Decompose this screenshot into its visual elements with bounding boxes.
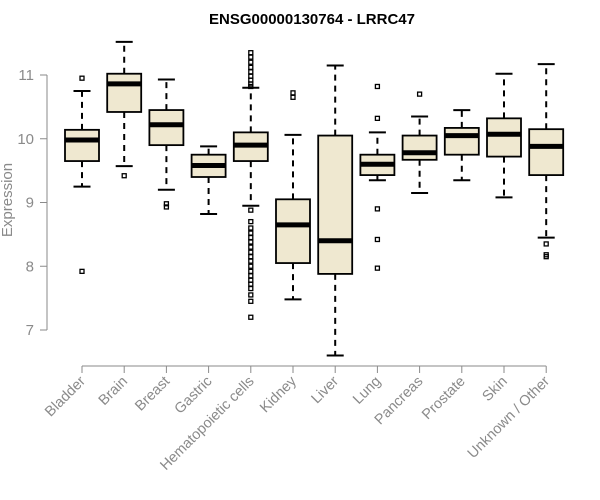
outlier-point: [79, 268, 85, 275]
outlier-point: [290, 94, 296, 100]
outlier-point: [248, 50, 254, 56]
iqr-box: [148, 109, 185, 147]
y-tick-label: 10: [17, 131, 34, 148]
y-tick-label: 9: [26, 195, 34, 212]
outlier-point: [248, 218, 254, 225]
outlier-point: [248, 281, 254, 287]
outlier-point: [248, 244, 254, 250]
x-tick-label: Breast: [132, 374, 173, 415]
outlier-point: [248, 54, 254, 60]
iqr-box: [275, 198, 311, 264]
outlier-point: [416, 91, 423, 97]
outlier-point: [543, 254, 549, 260]
outlier-point: [248, 273, 254, 279]
outlier-point: [248, 298, 254, 304]
x-tick-label: Skin: [480, 374, 511, 405]
iqr-box: [528, 128, 565, 176]
x-tick-label: Bladder: [42, 373, 89, 420]
outlier-point: [248, 59, 254, 65]
box-group: [190, 145, 227, 215]
box-group: [486, 72, 522, 199]
outlier-point: [374, 236, 381, 243]
box-group: [148, 78, 185, 210]
outlier-point: [163, 201, 170, 207]
x-tick-label: Kidney: [257, 373, 300, 416]
outlier-point: [248, 83, 254, 90]
iqr-box: [401, 134, 438, 161]
outlier-point: [543, 241, 549, 247]
box-group: [106, 40, 143, 179]
y-tick-label: 7: [26, 322, 34, 339]
iqr-box: [486, 117, 522, 158]
outlier-point: [248, 254, 254, 260]
outlier-point: [290, 90, 296, 96]
chart-title: ENSG00000130764 - LRRC47: [209, 11, 415, 28]
outlier-point: [374, 115, 381, 121]
y-axis: 7 8 9 10 11: [17, 67, 48, 339]
x-tick-label: Brain: [96, 374, 131, 409]
iqr-box: [106, 72, 143, 113]
box-group: [359, 83, 396, 271]
outlier-point: [374, 265, 381, 271]
box-group: [317, 64, 354, 357]
outlier-point: [248, 285, 254, 292]
outlier-point: [248, 249, 254, 255]
outlier-point: [374, 206, 381, 212]
outlier-point: [248, 268, 254, 275]
box-group: [528, 63, 565, 260]
box-group: [232, 50, 269, 320]
iqr-box: [443, 127, 480, 156]
y-tick-label: 8: [26, 258, 34, 275]
outlier-point: [248, 292, 254, 298]
outlier-point: [248, 230, 254, 236]
x-tick-label: Lung: [350, 374, 384, 408]
outlier-point: [163, 204, 170, 210]
x-tick-label: Prostate: [419, 374, 468, 423]
iqr-box: [317, 134, 354, 275]
box-series: [64, 40, 565, 357]
outlier-point: [248, 69, 254, 75]
outlier-point: [374, 83, 381, 90]
outlier-point: [248, 314, 254, 320]
outlier-point: [79, 75, 85, 81]
box-group: [401, 91, 438, 194]
outlier-point: [248, 64, 254, 70]
outlier-point: [248, 258, 254, 264]
iqr-box: [64, 128, 100, 162]
outlier-point: [248, 234, 254, 241]
outlier-point: [248, 263, 254, 269]
box-group: [64, 75, 100, 275]
x-tick-label: Liver: [308, 373, 342, 407]
outlier-point: [248, 207, 254, 213]
y-tick-label: 11: [18, 67, 34, 84]
outlier-point: [248, 239, 254, 245]
box-group: [275, 90, 311, 301]
y-axis-label: Expression: [0, 163, 16, 237]
outlier-point: [121, 173, 127, 179]
outlier-point: [248, 225, 254, 231]
box-group: [443, 109, 480, 182]
